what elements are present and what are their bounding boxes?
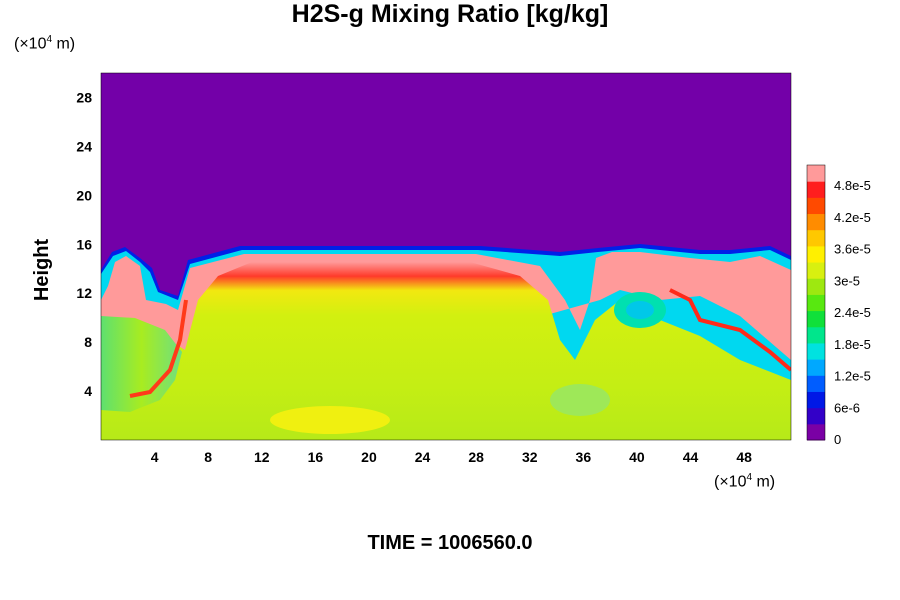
colorbar-swatch bbox=[807, 310, 825, 328]
colorbar-swatch bbox=[807, 391, 825, 409]
heatmap-right-red bbox=[669, 288, 791, 372]
y-tick-label: 24 bbox=[76, 138, 92, 154]
colorbar-swatch bbox=[807, 197, 825, 215]
y-axis-unit: (×104 m) bbox=[14, 34, 76, 53]
heatmap-left-region bbox=[101, 316, 182, 412]
colorbar-tick-label: 1.2e-5 bbox=[834, 369, 871, 384]
colorbar-swatch bbox=[807, 359, 825, 376]
heatmap-red-streak bbox=[129, 299, 188, 398]
x-tick-label: 32 bbox=[522, 449, 538, 465]
x-tick-labels: 4 8 12 16 20 24 28 32 36 40 44 48 bbox=[151, 449, 752, 465]
colorbar-tick-label: 2.4e-5 bbox=[834, 305, 871, 320]
x-axis-unit: (×104 m) bbox=[714, 472, 776, 491]
colorbar-tick-label: 1.8e-5 bbox=[834, 337, 871, 352]
x-tick-label: 36 bbox=[576, 449, 592, 465]
colorbar-tick-labels: 0 6e-6 1.2e-5 1.8e-5 2.4e-5 3e-5 3.6e-5 4.2e-5 4… bbox=[834, 178, 871, 447]
x-tick-label: 8 bbox=[204, 449, 212, 465]
colorbar-swatch bbox=[807, 326, 825, 344]
colorbar-swatch bbox=[807, 278, 825, 295]
y-tick-label: 28 bbox=[76, 89, 92, 105]
colorbar-swatch bbox=[807, 245, 825, 263]
y-tick-label: 16 bbox=[76, 236, 92, 252]
colorbar-frame bbox=[806, 164, 826, 441]
colorbar bbox=[806, 164, 826, 441]
heatmap-field bbox=[101, 73, 791, 440]
colorbar-swatch bbox=[807, 423, 825, 441]
colorbar-swatch bbox=[807, 262, 825, 279]
y-tick-labels: 4 8 12 16 20 24 28 bbox=[76, 89, 92, 399]
colorbar-swatch bbox=[807, 294, 825, 312]
y-tick-label: 20 bbox=[76, 187, 92, 203]
heatmap-bottom-patch-2 bbox=[550, 384, 610, 416]
colorbar-tick-label: 0 bbox=[834, 432, 841, 447]
x-tick-label: 28 bbox=[468, 449, 484, 465]
heatmap-right-swirl-core bbox=[626, 301, 654, 319]
x-tick-label: 44 bbox=[683, 449, 699, 465]
colorbar-tick-label: 6e-6 bbox=[834, 400, 860, 415]
colorbar-swatch bbox=[807, 213, 825, 231]
x-tick-label: 20 bbox=[361, 449, 377, 465]
colorbar-swatch bbox=[807, 165, 825, 182]
chart-title: H2S-g Mixing Ratio [kg/kg] bbox=[291, 0, 609, 28]
x-tick-label: 12 bbox=[254, 449, 270, 465]
colorbar-swatch bbox=[807, 407, 825, 425]
y-tick-label: 12 bbox=[76, 285, 92, 301]
heatmap-bottom-patch bbox=[270, 406, 390, 434]
time-annotation: TIME = 1006560.0 bbox=[367, 532, 533, 554]
colorbar-tick-label: 3e-5 bbox=[834, 273, 860, 288]
y-tick-label: 8 bbox=[84, 334, 92, 350]
colorbar-tick-label: 4.2e-5 bbox=[834, 210, 871, 225]
colorbar-tick-label: 4.8e-5 bbox=[834, 178, 871, 193]
x-tick-label: 24 bbox=[415, 449, 431, 465]
colorbar-swatch bbox=[807, 375, 825, 392]
x-tick-label: 40 bbox=[629, 449, 645, 465]
plot-frame bbox=[100, 72, 792, 441]
x-tick-label: 16 bbox=[308, 449, 324, 465]
y-tick-label: 4 bbox=[84, 383, 92, 399]
x-tick-label: 4 bbox=[151, 449, 159, 465]
colorbar-swatch bbox=[807, 229, 825, 247]
colorbar-swatch bbox=[807, 342, 825, 360]
colorbar-swatch bbox=[807, 181, 825, 198]
colorbar-tick-label: 3.6e-5 bbox=[834, 242, 871, 257]
x-tick-label: 48 bbox=[736, 449, 752, 465]
